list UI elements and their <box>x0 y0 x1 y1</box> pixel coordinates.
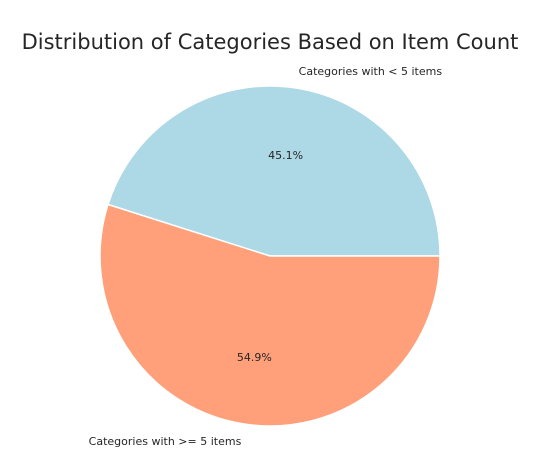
pie-slice-2-label: Categories with >= 5 items <box>89 435 242 448</box>
pie-slice-1-percent: 45.1% <box>268 149 303 162</box>
pie-slice-1-label: Categories with < 5 items <box>299 65 443 78</box>
pie-slice-2-percent: 54.9% <box>237 351 272 364</box>
pie-slice-2 <box>99 203 441 427</box>
pie-slices <box>99 85 441 427</box>
chart-title: Distribution of Categories Based on Item… <box>22 30 519 54</box>
pie-labels: 45.1% Categories with < 5 items 54.9% Categ… <box>89 65 443 448</box>
pie-slice-1 <box>107 85 441 257</box>
